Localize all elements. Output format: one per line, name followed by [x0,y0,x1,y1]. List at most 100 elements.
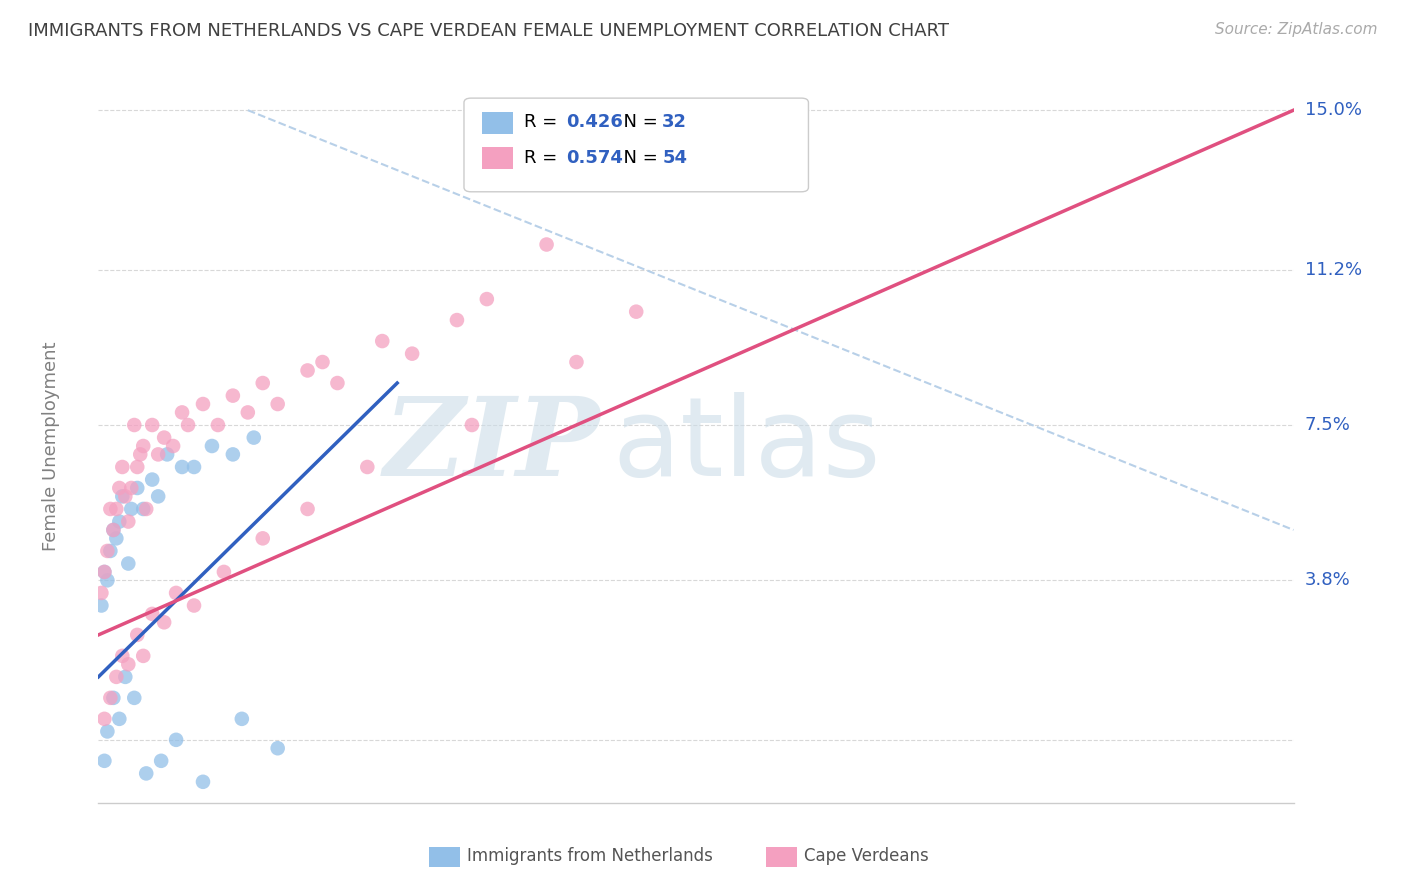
Point [165,586,187,600]
Point [93,565,115,579]
Point [98,690,122,705]
Point [150,754,173,768]
Point [114,489,136,503]
Point [90,586,112,600]
Point [105,502,128,516]
Point [148,489,170,503]
Text: 11.2%: 11.2% [1305,260,1362,278]
Text: 0.574: 0.574 [567,149,623,167]
Point [446,313,468,327]
Point [252,376,274,390]
Point [356,460,378,475]
Point [90,599,112,613]
Point [231,712,253,726]
Point [267,741,290,756]
Point [105,532,128,546]
Text: 0.426: 0.426 [567,113,623,131]
Text: R =: R = [524,149,564,167]
Point [132,439,155,453]
Text: 54: 54 [662,149,688,167]
Point [172,405,194,419]
Point [222,389,245,403]
Point [132,648,155,663]
Point [108,481,131,495]
Point [93,712,115,726]
Point [401,346,423,360]
Text: atlas: atlas [612,392,880,500]
Text: 3.8%: 3.8% [1305,571,1350,590]
Point [117,557,139,571]
Point [103,690,125,705]
Point [297,502,319,516]
Point [108,515,131,529]
Point [114,670,136,684]
Point [141,473,163,487]
Point [243,431,266,445]
Point [475,292,498,306]
Point [177,417,200,432]
Point [267,397,290,411]
Text: 32: 32 [662,113,688,131]
Point [103,523,125,537]
Point [117,657,139,672]
Point [127,460,149,475]
Point [98,502,122,516]
Point [108,712,131,726]
Point [127,481,149,495]
Point [236,405,259,419]
Text: 7.5%: 7.5% [1305,416,1351,434]
Point [207,417,229,432]
Point [311,355,333,369]
Point [252,532,274,546]
Point [297,363,319,377]
Point [111,648,134,663]
Point [103,523,125,537]
Point [96,544,118,558]
Point [326,376,349,390]
Point [120,502,142,516]
Point [565,355,588,369]
Point [120,481,142,495]
Point [201,439,224,453]
Point [129,447,152,461]
Text: ZIP: ZIP [384,392,600,500]
Point [141,417,163,432]
Point [153,615,176,630]
Point [132,502,155,516]
Text: Immigrants from Netherlands: Immigrants from Netherlands [467,847,713,865]
Point [111,460,134,475]
Point [98,544,122,558]
Point [93,565,115,579]
Point [162,439,184,453]
Point [212,565,235,579]
Point [96,724,118,739]
Text: Female Unemployment: Female Unemployment [42,342,59,550]
Point [111,489,134,503]
Point [222,447,245,461]
Point [536,237,558,252]
Point [96,574,118,588]
Point [153,431,176,445]
Point [191,397,214,411]
Text: Source: ZipAtlas.com: Source: ZipAtlas.com [1215,22,1378,37]
Point [135,766,157,780]
Text: IMMIGRANTS FROM NETHERLANDS VS CAPE VERDEAN FEMALE UNEMPLOYMENT CORRELATION CHAR: IMMIGRANTS FROM NETHERLANDS VS CAPE VERD… [28,22,949,40]
Point [135,502,157,516]
Point [624,304,647,318]
Text: N =: N = [612,113,664,131]
Point [172,460,194,475]
Point [156,447,179,461]
Text: N =: N = [612,149,664,167]
Point [371,334,394,348]
Point [165,732,187,747]
Point [461,417,484,432]
Point [127,628,149,642]
Point [93,754,115,768]
Text: R =: R = [524,113,564,131]
Text: 15.0%: 15.0% [1305,101,1361,120]
Point [124,417,146,432]
Point [124,690,146,705]
Point [183,460,205,475]
Text: Cape Verdeans: Cape Verdeans [804,847,929,865]
Point [141,607,163,621]
